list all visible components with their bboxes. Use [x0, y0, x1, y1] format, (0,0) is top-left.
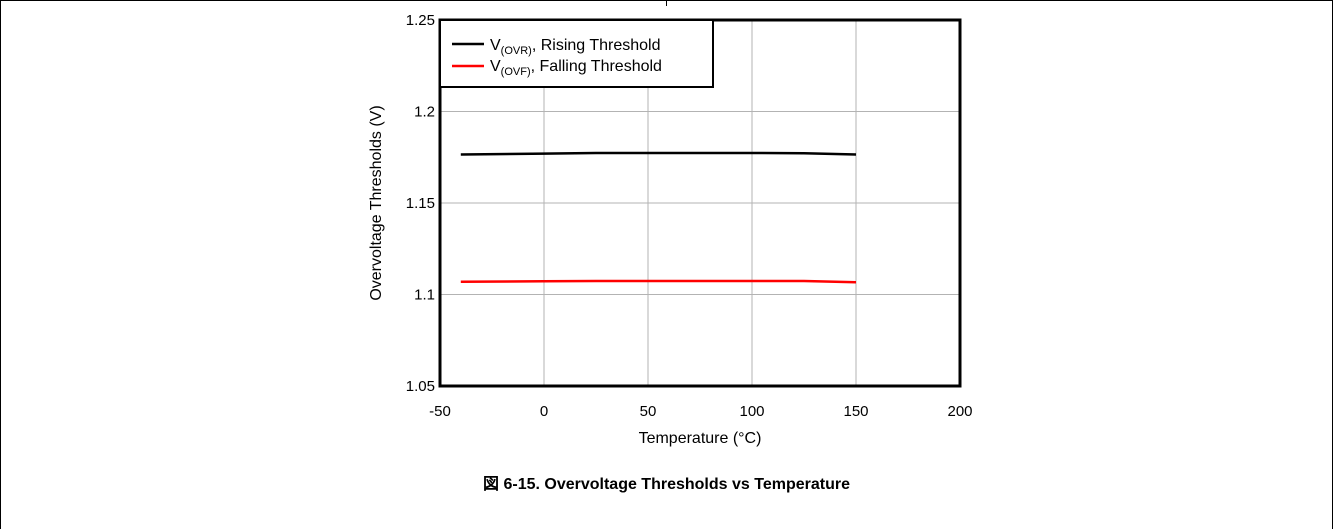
series-line-ovf-falling: [460, 279, 857, 284]
legend: V(OVR), Rising Threshold V(OVF), Falling…: [439, 19, 714, 88]
figure-caption: 図 6-15. Overvoltage Thresholds vs Temper…: [483, 476, 850, 493]
y-tick-label: 1.2: [414, 104, 435, 121]
legend-label-ovf: V(OVF), Falling Threshold: [490, 58, 662, 78]
x-tick-label: 100: [739, 403, 764, 420]
y-tick-label: 1.25: [406, 12, 435, 29]
legend-box: [439, 19, 714, 88]
x-axis-title: Temperature (°C): [639, 430, 762, 447]
tick-labels: -50 0 50 100 150 200 1.05 1.1 1.15 1.2 1.25: [406, 12, 973, 420]
y-tick-label: 1.15: [406, 195, 435, 212]
x-tick-label: 0: [540, 403, 548, 420]
y-tick-label: 1.1: [414, 287, 435, 304]
series-line-ovr-rising: [460, 151, 857, 156]
x-tick-label: 150: [843, 403, 868, 420]
x-tick-label: 50: [640, 403, 657, 420]
x-tick-label: -50: [429, 403, 451, 420]
x-tick-label: 200: [947, 403, 972, 420]
y-tick-label: 1.05: [406, 378, 435, 395]
series-layer: [460, 151, 857, 284]
y-axis-title: Overvoltage Thresholds (V): [368, 105, 385, 300]
legend-label-ovr: V(OVR), Rising Threshold: [490, 37, 661, 57]
